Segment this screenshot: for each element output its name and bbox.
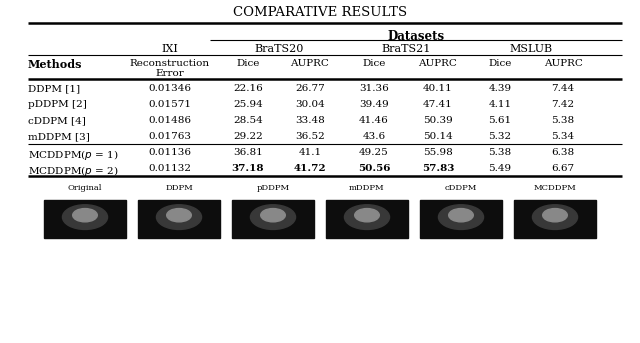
Text: BraTS20: BraTS20 bbox=[254, 44, 304, 54]
Text: Dice: Dice bbox=[362, 59, 386, 68]
Text: 33.48: 33.48 bbox=[295, 116, 325, 125]
Text: 50.39: 50.39 bbox=[423, 116, 453, 125]
Ellipse shape bbox=[260, 209, 285, 222]
Bar bbox=[44, 200, 126, 238]
Ellipse shape bbox=[63, 205, 108, 229]
Text: 5.32: 5.32 bbox=[488, 132, 511, 141]
Text: Methods: Methods bbox=[28, 59, 83, 70]
Text: MCDDPM($p$ = 1): MCDDPM($p$ = 1) bbox=[28, 148, 118, 162]
Text: 41.46: 41.46 bbox=[359, 116, 389, 125]
Bar bbox=[326, 200, 408, 238]
Text: AUPRC: AUPRC bbox=[291, 59, 330, 68]
Text: 40.11: 40.11 bbox=[423, 84, 453, 93]
Text: 39.49: 39.49 bbox=[359, 100, 389, 109]
Ellipse shape bbox=[532, 205, 577, 229]
Text: 5.61: 5.61 bbox=[488, 116, 511, 125]
Text: 47.41: 47.41 bbox=[423, 100, 453, 109]
Ellipse shape bbox=[449, 209, 474, 222]
Text: cDDPM: cDDPM bbox=[445, 184, 477, 192]
Text: Dice: Dice bbox=[236, 59, 260, 68]
Text: 57.83: 57.83 bbox=[422, 164, 454, 173]
Text: 6.67: 6.67 bbox=[552, 164, 575, 173]
Text: 41.1: 41.1 bbox=[298, 148, 321, 157]
Text: mDDPM: mDDPM bbox=[349, 184, 385, 192]
Text: Original: Original bbox=[68, 184, 102, 192]
Text: 6.38: 6.38 bbox=[552, 148, 575, 157]
Text: IXI: IXI bbox=[161, 44, 179, 54]
Text: MSLUB: MSLUB bbox=[509, 44, 552, 54]
Text: AUPRC: AUPRC bbox=[543, 59, 582, 68]
Text: COMPARATIVE RESULTS: COMPARATIVE RESULTS bbox=[233, 6, 407, 19]
Text: 50.56: 50.56 bbox=[358, 164, 390, 173]
Text: 4.11: 4.11 bbox=[488, 100, 511, 109]
Text: 55.98: 55.98 bbox=[423, 148, 453, 157]
Text: 5.38: 5.38 bbox=[488, 148, 511, 157]
Text: Reconstruction
Error: Reconstruction Error bbox=[130, 59, 210, 79]
Text: 0.01346: 0.01346 bbox=[148, 84, 191, 93]
Text: 0.01132: 0.01132 bbox=[148, 164, 191, 173]
Text: MCDDPM($p$ = 2): MCDDPM($p$ = 2) bbox=[28, 164, 118, 178]
Bar bbox=[138, 200, 220, 238]
Ellipse shape bbox=[438, 205, 484, 229]
Text: 36.81: 36.81 bbox=[233, 148, 263, 157]
Text: 22.16: 22.16 bbox=[233, 84, 263, 93]
Text: 50.14: 50.14 bbox=[423, 132, 453, 141]
Text: 31.36: 31.36 bbox=[359, 84, 389, 93]
Text: 0.01763: 0.01763 bbox=[148, 132, 191, 141]
Text: 7.44: 7.44 bbox=[552, 84, 575, 93]
Text: 7.42: 7.42 bbox=[552, 100, 575, 109]
Ellipse shape bbox=[166, 209, 191, 222]
Text: Dice: Dice bbox=[488, 59, 512, 68]
Bar bbox=[420, 200, 502, 238]
Text: 41.72: 41.72 bbox=[294, 164, 326, 173]
Text: 0.01136: 0.01136 bbox=[148, 148, 191, 157]
Ellipse shape bbox=[344, 205, 390, 229]
Text: BraTS21: BraTS21 bbox=[381, 44, 431, 54]
Bar bbox=[232, 200, 314, 238]
Text: AUPRC: AUPRC bbox=[419, 59, 458, 68]
Text: 0.01571: 0.01571 bbox=[148, 100, 191, 109]
Text: pDDPM: pDDPM bbox=[257, 184, 289, 192]
Ellipse shape bbox=[355, 209, 380, 222]
Text: 26.77: 26.77 bbox=[295, 84, 325, 93]
Text: 0.01486: 0.01486 bbox=[148, 116, 191, 125]
Text: 5.49: 5.49 bbox=[488, 164, 511, 173]
Text: 28.54: 28.54 bbox=[233, 116, 263, 125]
Ellipse shape bbox=[250, 205, 296, 229]
Text: 29.22: 29.22 bbox=[233, 132, 263, 141]
Text: DDPM: DDPM bbox=[165, 184, 193, 192]
Text: 5.38: 5.38 bbox=[552, 116, 575, 125]
Ellipse shape bbox=[543, 209, 567, 222]
Text: cDDPM [4]: cDDPM [4] bbox=[28, 116, 86, 125]
Text: 30.04: 30.04 bbox=[295, 100, 325, 109]
Ellipse shape bbox=[156, 205, 202, 229]
Text: Datasets: Datasets bbox=[387, 30, 445, 43]
Text: DDPM [1]: DDPM [1] bbox=[28, 84, 80, 93]
Bar bbox=[514, 200, 596, 238]
Text: 4.39: 4.39 bbox=[488, 84, 511, 93]
Text: 49.25: 49.25 bbox=[359, 148, 389, 157]
Text: mDDPM [3]: mDDPM [3] bbox=[28, 132, 90, 141]
Text: 5.34: 5.34 bbox=[552, 132, 575, 141]
Text: 36.52: 36.52 bbox=[295, 132, 325, 141]
Text: 37.18: 37.18 bbox=[232, 164, 264, 173]
Ellipse shape bbox=[73, 209, 97, 222]
Text: MCDDPM: MCDDPM bbox=[534, 184, 577, 192]
Text: 43.6: 43.6 bbox=[362, 132, 385, 141]
Text: 25.94: 25.94 bbox=[233, 100, 263, 109]
Text: pDDPM [2]: pDDPM [2] bbox=[28, 100, 87, 109]
